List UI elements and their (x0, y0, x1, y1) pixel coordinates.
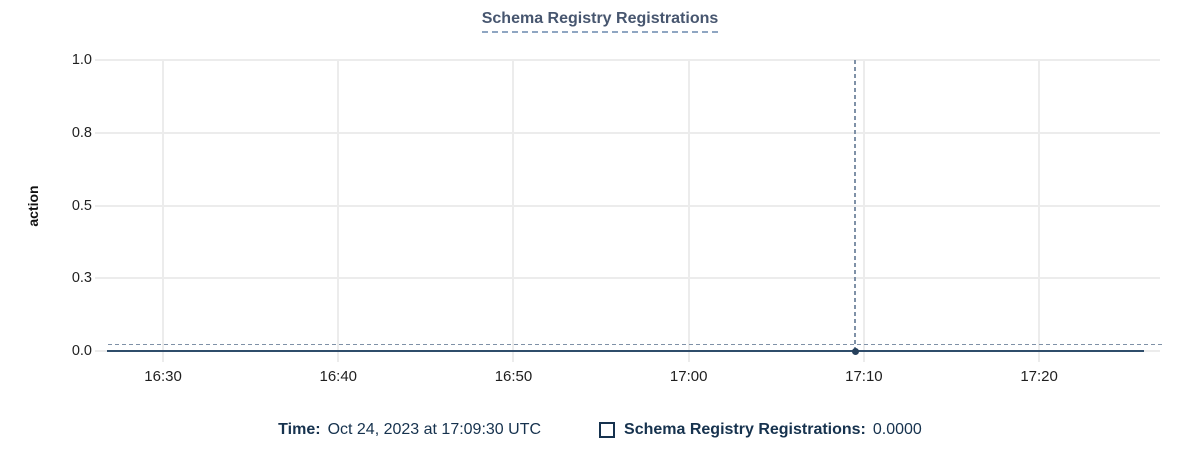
data-point-marker[interactable] (851, 347, 859, 355)
y-axis-label: action (25, 185, 41, 227)
y-tick-label: 0.3 (71, 270, 92, 287)
gridline-v (512, 60, 515, 362)
gridline-v (337, 60, 340, 362)
gridline-v (162, 60, 165, 362)
hover-legend: Time: Oct 24, 2023 at 17:09:30 UTC Schem… (0, 421, 1200, 439)
x-tick-label: 16:50 (494, 368, 533, 385)
x-tick-label: 17:00 (669, 368, 708, 385)
legend-time-label: Time: (278, 421, 321, 438)
gridline-h (95, 204, 1160, 207)
gridline-h (95, 131, 1160, 134)
plot-area[interactable]: action 1.0 0.8 0.5 0.3 0.0 16:30 16:40 16:50 17:… (0, 0, 1200, 410)
crosshair-vertical-line (854, 60, 856, 351)
series-checkbox[interactable] (599, 422, 616, 438)
x-tick-label: 16:30 (144, 368, 182, 385)
gridline-h (95, 277, 1160, 280)
y-tick-label: 1.0 (71, 52, 92, 68)
title-row: Schema Registry Registrations (0, 10, 1200, 33)
y-tick-label: 0.5 (71, 197, 92, 214)
legend-series-label: Schema Registry Registrations: (624, 421, 866, 438)
x-tick-label: 17:20 (1020, 368, 1058, 385)
x-tick-label: 17:10 (845, 368, 883, 385)
gridline-v (687, 60, 690, 362)
chart-title[interactable]: Schema Registry Registrations (481, 10, 719, 33)
y-tick-label: 0.8 (71, 124, 92, 141)
x-tick-label: 16:40 (319, 368, 358, 385)
series-line (107, 350, 1145, 352)
gridline-v (862, 60, 865, 362)
legend-time-value: Oct 24, 2023 at 17:09:30 UTC (327, 421, 542, 438)
y-tick-label: 0.0 (71, 343, 92, 359)
crosshair-horizontal-line (108, 343, 1162, 345)
gridline-v (1038, 60, 1041, 362)
legend-series-value: 0.0000 (872, 421, 922, 438)
gridline-h (95, 59, 1160, 61)
